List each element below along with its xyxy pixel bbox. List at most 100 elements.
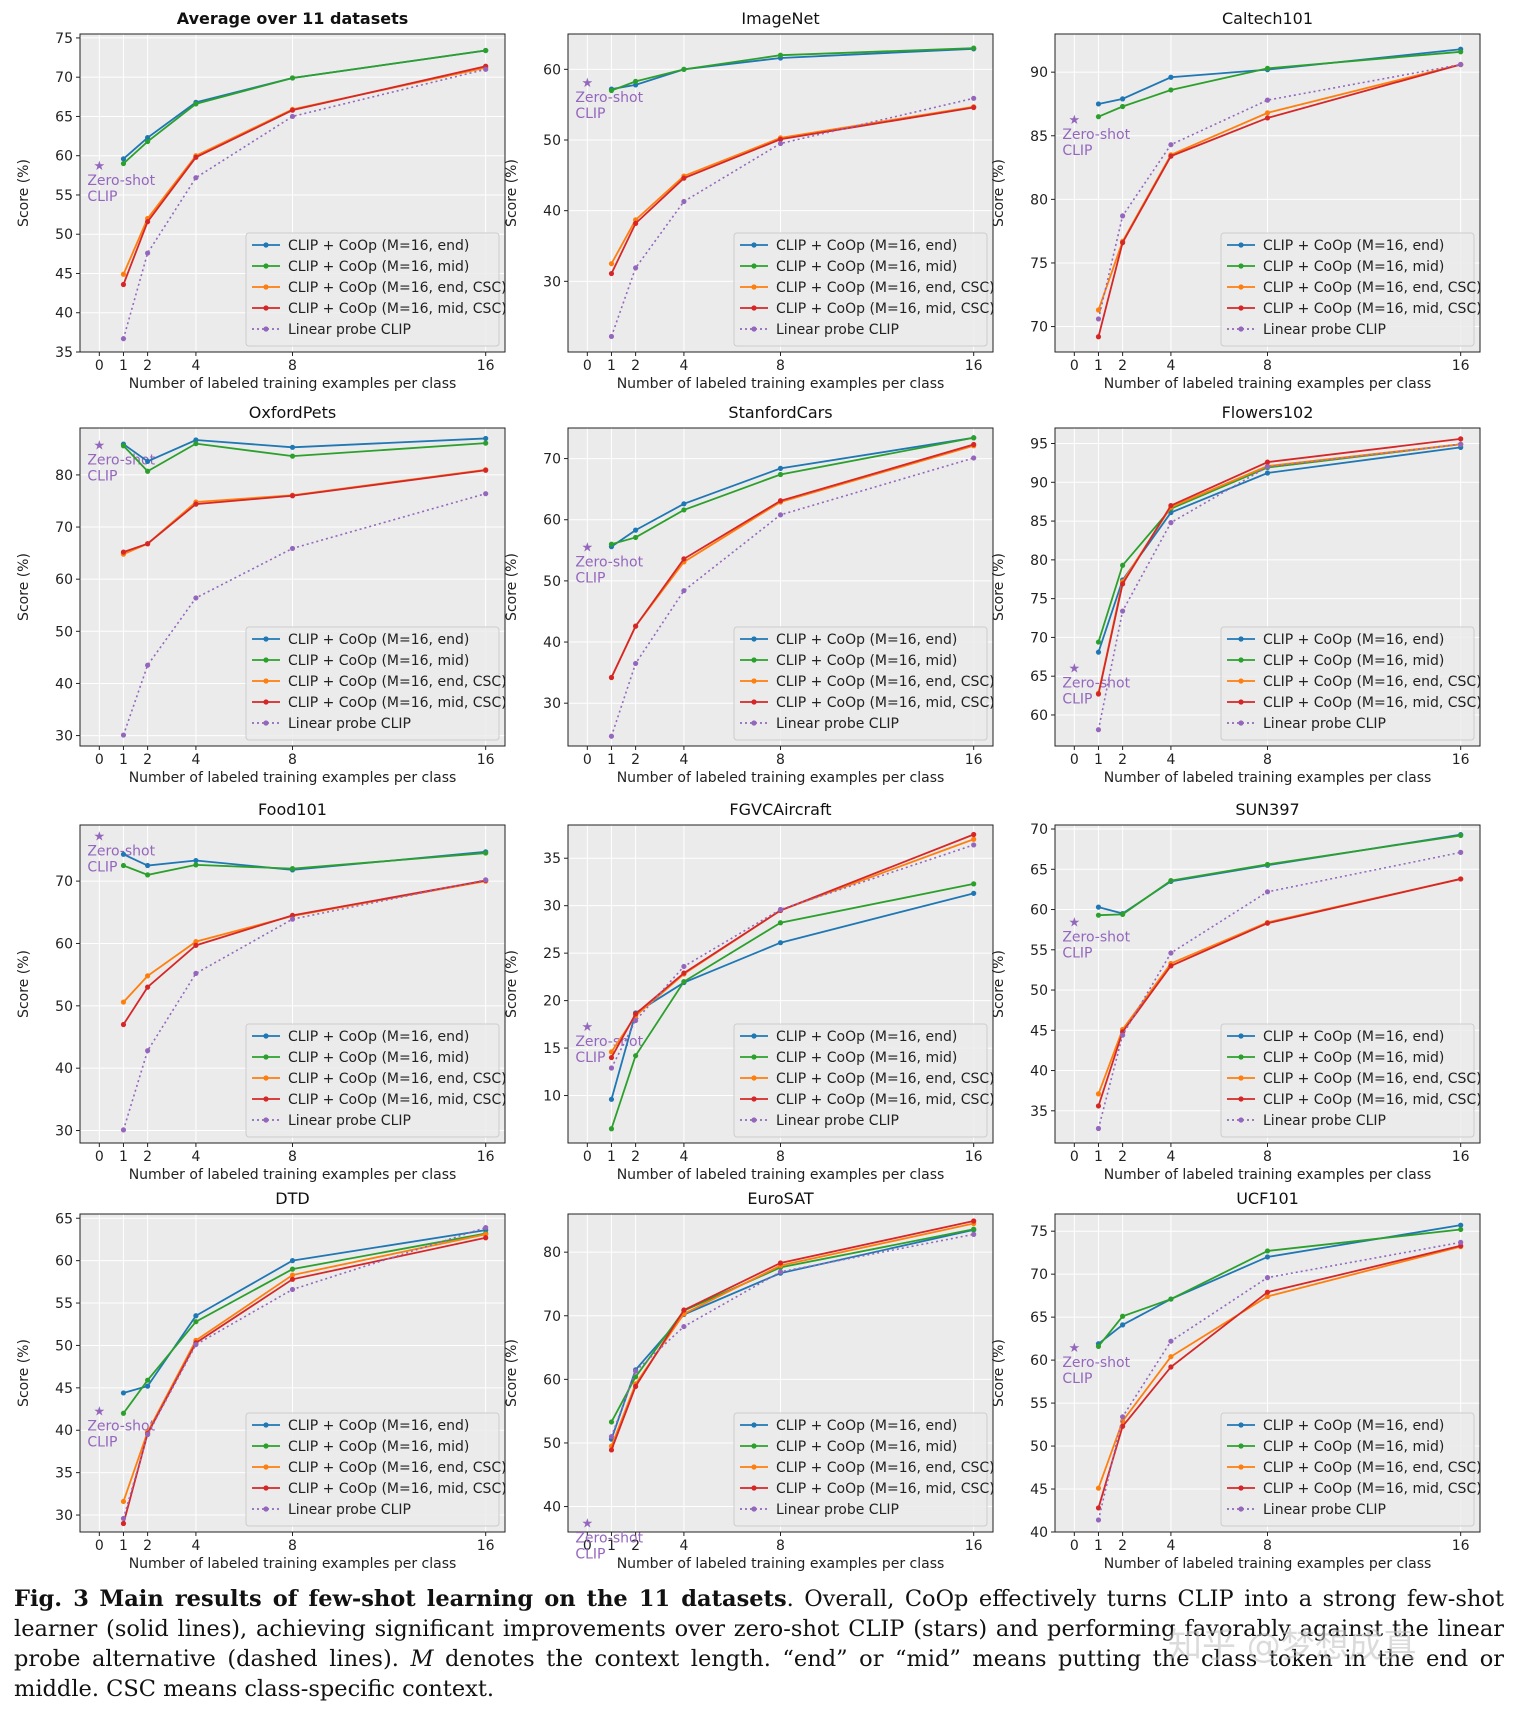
legend-marker: [751, 1464, 757, 1470]
data-point: [777, 906, 784, 913]
data-point: [1168, 1364, 1174, 1370]
y-tick-label: 80: [55, 468, 73, 484]
y-tick-label: 75: [1030, 256, 1048, 272]
data-point: [120, 1520, 127, 1527]
legend-marker: [1238, 636, 1244, 642]
data-point: [681, 588, 687, 594]
chart-plot-area: 0 1 2 4 8 16 30 40 50 60 70 Food101 Number of labele…: [16, 800, 507, 1183]
y-axis-label: Score (%): [16, 950, 32, 1018]
data-point: [145, 1048, 151, 1054]
legend-marker: [263, 1075, 269, 1081]
data-point: [289, 916, 296, 922]
zero-shot-label-line1: Zero-shot: [575, 1530, 643, 1546]
zero-shot-label-line2: CLIP: [575, 1050, 605, 1066]
legend-entry-3: CLIP + CoOp (M=16, mid, CSC): [1263, 1481, 1482, 1497]
y-tick-label: 45: [1030, 1023, 1048, 1039]
legend-box: [245, 1412, 500, 1527]
zero-shot-star: ★: [93, 439, 105, 454]
legend-entry-2: CLIP + CoOp (M=16, end, CSC): [288, 280, 507, 296]
chart-legend: CLIP + CoOp (M=16, end) CLIP + CoOp (M=16…: [245, 1023, 507, 1138]
legend-entry-0: CLIP + CoOp (M=16, end): [288, 238, 469, 254]
data-point: [1264, 861, 1271, 868]
data-point: [193, 154, 199, 160]
zero-shot-label-line2: CLIP: [87, 860, 117, 876]
y-tick-label: 50: [55, 999, 73, 1015]
legend-entry-2: CLIP + CoOp (M=16, end, CSC): [288, 674, 507, 690]
chart-panel-8: 0 1 2 4 8 16 35 40 45 50 55 60 65 70 SUN397 Number of l…: [991, 800, 1482, 1183]
y-tick-label: 40: [1030, 1525, 1048, 1541]
legend-entry-3: CLIP + CoOp (M=16, mid, CSC): [288, 1092, 507, 1108]
legend-entry-4: Linear probe CLIP: [1263, 1113, 1386, 1129]
data-point: [1168, 963, 1174, 969]
legend-entry-1: CLIP + CoOp (M=16, mid): [776, 1439, 957, 1455]
zero-shot-label-line1: Zero-shot: [1062, 127, 1130, 143]
data-point: [971, 842, 977, 848]
x-tick-label: 1: [607, 1538, 616, 1554]
data-point: [1120, 1032, 1126, 1038]
x-tick-label: 8: [288, 1149, 297, 1165]
legend-marker: [1238, 720, 1244, 726]
zero-shot-label-line2: CLIP: [1062, 1371, 1092, 1387]
legend-marker: [751, 678, 757, 684]
data-point: [1264, 115, 1271, 121]
legend-marker: [263, 1096, 269, 1102]
data-point: [633, 1011, 639, 1017]
chart-title: StanfordCars: [728, 403, 832, 422]
legend-marker: [263, 720, 269, 726]
caption-bold-title: Main results of few-shot learning on the…: [99, 1586, 787, 1612]
chart-panel-6: 0 1 2 4 8 16 30 40 50 60 70 Food101 Number of labele…: [16, 800, 507, 1183]
legend-marker: [1238, 1464, 1244, 1470]
data-point: [633, 220, 639, 226]
y-tick-label: 50: [543, 574, 561, 590]
chart-plot-area: 0 1 2 4 8 16 30 35 40 45 50 55 60 65 DTD Number of labe…: [16, 1189, 507, 1572]
x-tick-label: 1: [119, 358, 128, 374]
x-tick-label: 0: [583, 1149, 592, 1165]
x-tick-label: 1: [119, 1149, 128, 1165]
data-point: [193, 857, 199, 864]
y-tick-label: 60: [55, 1254, 73, 1270]
y-tick-label: 70: [1030, 320, 1048, 336]
data-point: [289, 912, 296, 919]
chart-panel-7: 0 1 2 4 8 16 10 15 20 25 30 35 FGVCAircraft Number of…: [504, 800, 995, 1183]
legend-marker: [751, 305, 757, 311]
chart-panel-0: 0 1 2 4 8 16 35 40 45 50 55 60 65 70 75 Average over 11…: [16, 9, 507, 392]
data-point: [1264, 1275, 1271, 1281]
zero-shot-label-line2: CLIP: [1062, 143, 1092, 159]
y-axis-label: Score (%): [991, 553, 1007, 621]
data-point: [608, 1054, 615, 1061]
y-tick-label: 50: [55, 624, 73, 640]
data-point: [1095, 639, 1102, 645]
legend-entry-2: CLIP + CoOp (M=16, end, CSC): [1263, 1460, 1482, 1476]
legend-marker: [1238, 326, 1244, 332]
zero-shot-star: ★: [581, 1020, 593, 1035]
y-tick-label: 70: [55, 874, 73, 890]
data-point: [145, 541, 151, 547]
data-point: [971, 1218, 977, 1224]
data-point: [1458, 1239, 1464, 1245]
data-point: [608, 1447, 615, 1453]
legend-entry-4: Linear probe CLIP: [1263, 1502, 1386, 1518]
data-point: [1120, 1322, 1126, 1328]
y-tick-label: 50: [1030, 983, 1048, 999]
data-point: [608, 733, 615, 739]
data-point: [145, 1377, 151, 1383]
data-point: [633, 534, 639, 541]
x-tick-label: 4: [679, 1149, 688, 1165]
zero-shot-label-line1: Zero-shot: [87, 1419, 155, 1435]
legend-marker: [1238, 242, 1244, 248]
zero-shot-star: ★: [1068, 1341, 1080, 1356]
y-tick-label: 30: [543, 696, 561, 712]
data-point: [120, 160, 127, 167]
data-point: [1095, 334, 1102, 340]
legend-entry-0: CLIP + CoOp (M=16, end): [1263, 1418, 1444, 1434]
x-tick-label: 2: [1118, 1149, 1127, 1165]
data-point: [193, 1313, 199, 1319]
x-tick-label: 1: [119, 752, 128, 768]
x-axis-label: Number of labeled training examples per …: [1104, 770, 1432, 786]
data-point: [120, 1390, 127, 1396]
data-point: [1120, 1313, 1126, 1319]
x-tick-label: 4: [1166, 752, 1175, 768]
data-point: [289, 1272, 296, 1278]
legend-marker: [1238, 263, 1244, 269]
x-tick-label: 0: [95, 358, 104, 374]
